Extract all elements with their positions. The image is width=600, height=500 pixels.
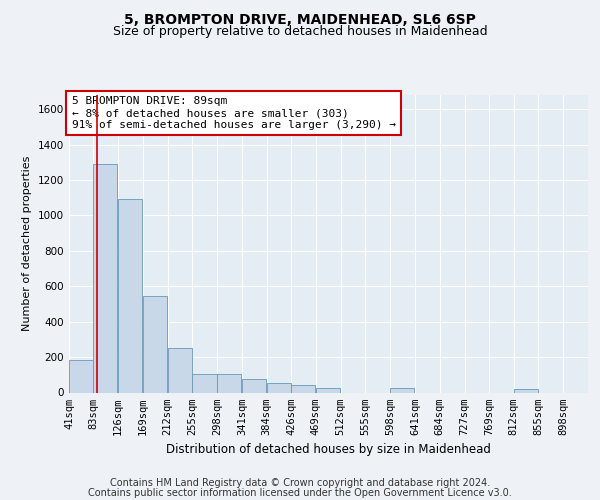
Bar [291,386,315,392]
Bar [118,198,142,392]
Text: Contains HM Land Registry data © Crown copyright and database right 2024.: Contains HM Land Registry data © Crown c… [110,478,490,488]
Bar [217,374,241,392]
Bar [167,348,192,393]
Bar [390,388,415,392]
Bar [316,388,340,392]
Bar [267,383,291,392]
Text: Distribution of detached houses by size in Maidenhead: Distribution of detached houses by size … [166,442,491,456]
Text: 5, BROMPTON DRIVE, MAIDENHEAD, SL6 6SP: 5, BROMPTON DRIVE, MAIDENHEAD, SL6 6SP [124,12,476,26]
Text: Size of property relative to detached houses in Maidenhead: Size of property relative to detached ho… [113,25,487,38]
Y-axis label: Number of detached properties: Number of detached properties [22,156,32,332]
Bar [242,379,266,392]
Bar [514,389,538,392]
Text: Contains public sector information licensed under the Open Government Licence v3: Contains public sector information licen… [88,488,512,498]
Bar [193,374,217,392]
Text: 5 BROMPTON DRIVE: 89sqm
← 8% of detached houses are smaller (303)
91% of semi-de: 5 BROMPTON DRIVE: 89sqm ← 8% of detached… [71,96,395,130]
Bar [143,296,167,392]
Bar [69,360,93,392]
Bar [93,164,118,392]
